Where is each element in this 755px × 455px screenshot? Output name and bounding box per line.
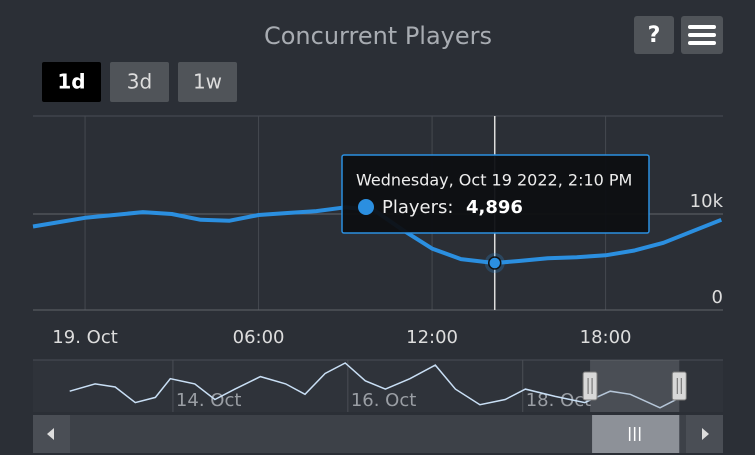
- hover-point: [487, 256, 502, 270]
- range-button-label[interactable]: 1w: [193, 70, 222, 94]
- navigator-tick-label: 16. Oct: [351, 390, 416, 411]
- scroll-left-arrow: [47, 428, 54, 440]
- scrollbar-thumb[interactable]: [592, 415, 680, 453]
- navigator-tick-label: 14. Oct: [176, 390, 241, 411]
- navigator-tick-label: 18. Oct: [526, 390, 591, 411]
- range-button-label[interactable]: 1d: [57, 70, 85, 94]
- menu-icon-bar: [688, 33, 716, 37]
- range-button-bg[interactable]: [178, 62, 237, 102]
- help-button[interactable]: ?: [634, 16, 674, 54]
- range-button[interactable]: 3d: [110, 62, 169, 102]
- x-tick-label: 18:00: [580, 327, 632, 348]
- menu-button[interactable]: [681, 16, 723, 54]
- tooltip-header: Wednesday, Oct 19 2022, 2:10 PM: [356, 171, 632, 190]
- range-button[interactable]: 1w: [178, 62, 237, 102]
- tooltip-bg: [341, 154, 650, 234]
- scroll-right-arrow: [702, 428, 709, 440]
- x-tick-label: 12:00: [406, 327, 458, 348]
- range-button-bg[interactable]: [42, 62, 101, 102]
- navigator-handle-bg[interactable]: [671, 371, 687, 401]
- help-button-bg[interactable]: [634, 16, 674, 54]
- x-tick-label: 06:00: [233, 327, 285, 348]
- navigator-handle-bg[interactable]: [582, 371, 598, 401]
- navigator-selection: [590, 360, 680, 412]
- navigator-line: [69, 362, 685, 409]
- menu-icon-bar: [688, 25, 716, 29]
- tooltip-label: Players:: [382, 197, 453, 218]
- tooltip: Wednesday, Oct 19 2022, 2:10 PM Players: 4…: [341, 154, 650, 234]
- chart-title: Concurrent Players: [264, 22, 492, 50]
- range-button-bg[interactable]: [110, 62, 169, 102]
- tooltip-marker: [358, 199, 374, 215]
- y-tick-label: 0: [712, 287, 723, 308]
- menu-icon-bar: [688, 41, 716, 45]
- range-button-label[interactable]: 3d: [127, 70, 152, 94]
- help-label[interactable]: ?: [648, 23, 661, 48]
- navigator-handle[interactable]: [582, 371, 598, 401]
- tooltip-value: 4,896: [466, 197, 523, 218]
- navigator-handle[interactable]: [671, 371, 687, 401]
- x-tick-label: 19. Oct: [52, 327, 117, 348]
- range-button[interactable]: 1d: [42, 62, 101, 102]
- y-tick-label: 10k: [690, 191, 724, 212]
